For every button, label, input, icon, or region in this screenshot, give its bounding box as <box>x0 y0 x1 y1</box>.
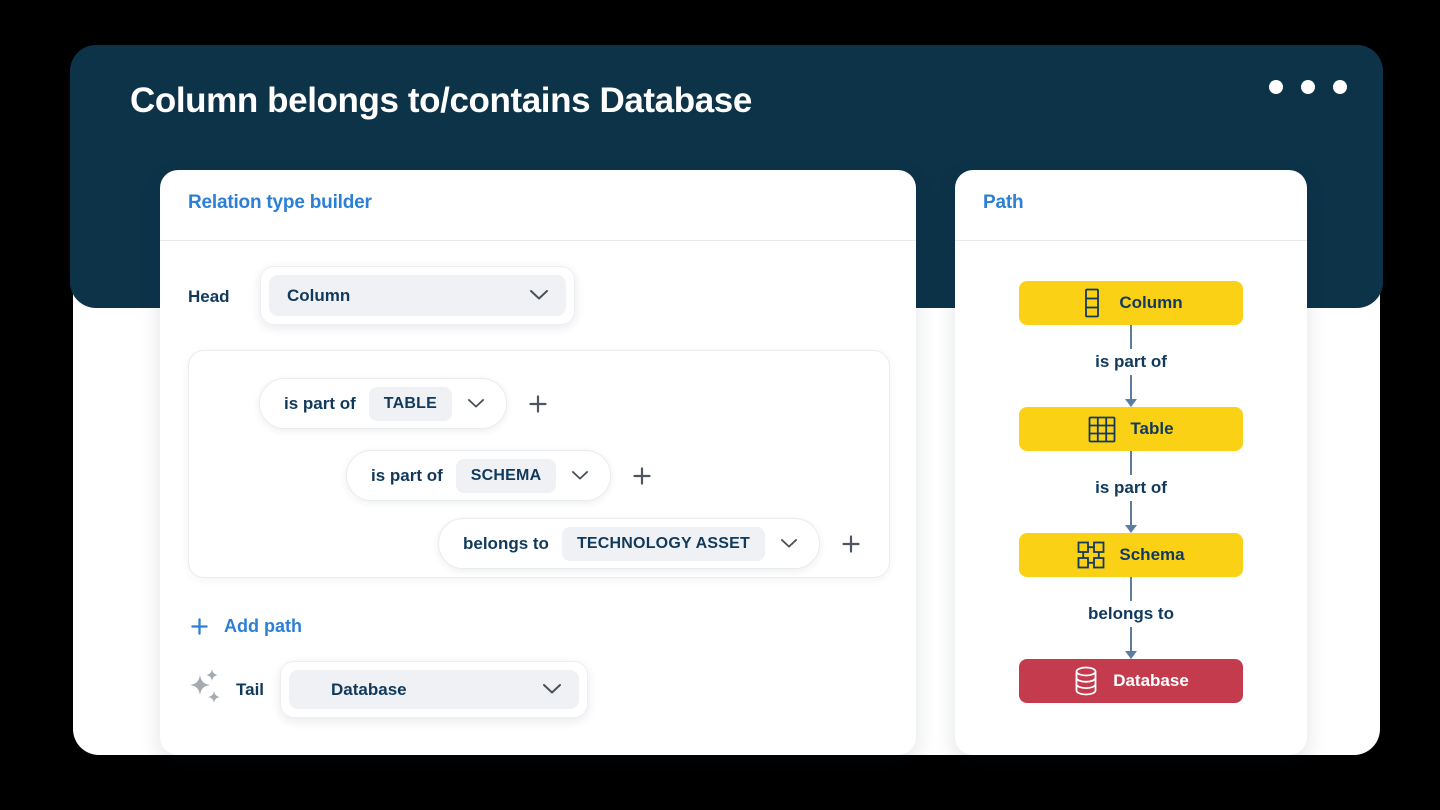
relation-label: belongs to <box>463 533 549 553</box>
schema-icon <box>1077 541 1105 569</box>
tail-dropdown-value: Database <box>331 679 407 699</box>
relation-type-builder-card: Relation type builder Head Column is par… <box>160 170 916 755</box>
relation-selector[interactable]: belongs to TECHNOLOGY ASSET <box>438 518 820 569</box>
menu-dot <box>1333 80 1347 94</box>
connector: belongs to <box>1088 577 1174 659</box>
ellipsis-menu-icon[interactable] <box>1269 80 1347 94</box>
relation-label: is part of <box>371 465 443 485</box>
plus-icon <box>529 394 547 413</box>
path-step-row: belongs to TECHNOLOGY ASSET <box>438 518 860 569</box>
column-icon <box>1085 288 1100 318</box>
connector-line <box>1129 451 1132 475</box>
path-flow-diagram: Column is part of Table <box>955 281 1307 703</box>
relation-target-chip: SCHEMA <box>455 458 557 493</box>
connector-line <box>1129 577 1132 601</box>
chevron-down-icon <box>530 287 548 305</box>
add-path-button[interactable]: Add path <box>191 616 302 637</box>
plus-icon <box>842 534 860 553</box>
tail-label: Tail <box>236 679 265 699</box>
node-label: Schema <box>1119 545 1185 564</box>
builder-card-title: Relation type builder <box>188 192 372 213</box>
path-card-title: Path <box>983 192 1024 213</box>
connector: is part of <box>1095 325 1167 407</box>
connector-label: is part of <box>1095 352 1167 371</box>
path-step-row: is part of TABLE <box>259 378 547 429</box>
relation-target-chip: TABLE <box>368 386 452 421</box>
arrow-down-icon <box>1124 651 1137 659</box>
connector-line <box>1129 325 1132 349</box>
database-icon <box>1075 666 1097 696</box>
chevron-down-icon <box>467 395 484 413</box>
add-step-button[interactable] <box>529 394 547 413</box>
connector-line <box>1129 375 1132 399</box>
connector-label: is part of <box>1095 478 1167 497</box>
tail-row: Tail Database <box>188 661 589 718</box>
node-column: Column <box>1019 281 1243 325</box>
connector-label: belongs to <box>1088 604 1174 623</box>
head-dropdown[interactable]: Column <box>260 266 575 325</box>
connector: is part of <box>1095 451 1167 533</box>
menu-dot <box>1269 80 1283 94</box>
add-path-label: Add path <box>224 616 302 636</box>
sparkles-icon <box>188 667 226 712</box>
node-label: Database <box>1113 671 1189 690</box>
node-table: Table <box>1019 407 1243 451</box>
connector-line <box>1129 501 1132 525</box>
node-label: Table <box>1130 419 1174 438</box>
header-divider <box>955 240 1307 241</box>
add-step-button[interactable] <box>842 534 860 553</box>
arrow-down-icon <box>1124 399 1137 407</box>
menu-dot <box>1301 80 1315 94</box>
node-schema: Schema <box>1019 533 1243 577</box>
head-dropdown-value: Column <box>287 285 351 305</box>
add-step-button[interactable] <box>633 466 651 485</box>
chevron-down-icon <box>780 535 797 553</box>
arrow-down-icon <box>1124 525 1137 533</box>
head-label: Head <box>188 287 230 306</box>
node-label: Column <box>1119 293 1183 312</box>
tail-dropdown[interactable]: Database <box>280 661 589 718</box>
page-title: Column belongs to/contains Database <box>130 81 752 120</box>
chevron-down-icon <box>572 467 589 485</box>
relation-target-chip: TECHNOLOGY ASSET <box>561 526 765 561</box>
path-steps-group: is part of TABLE is part of SCHEMA <box>188 350 890 578</box>
node-database: Database <box>1019 659 1243 703</box>
path-step-row: is part of SCHEMA <box>346 450 651 501</box>
plus-icon <box>191 618 208 635</box>
connector-line <box>1129 627 1132 651</box>
relation-selector[interactable]: is part of SCHEMA <box>346 450 612 501</box>
relation-selector[interactable]: is part of TABLE <box>259 378 507 429</box>
table-icon <box>1089 416 1116 442</box>
chevron-down-icon <box>543 681 562 699</box>
path-preview-card: Path Column is part of <box>955 170 1307 755</box>
plus-icon <box>633 466 651 485</box>
relation-label: is part of <box>284 393 356 413</box>
header-divider <box>160 240 916 241</box>
